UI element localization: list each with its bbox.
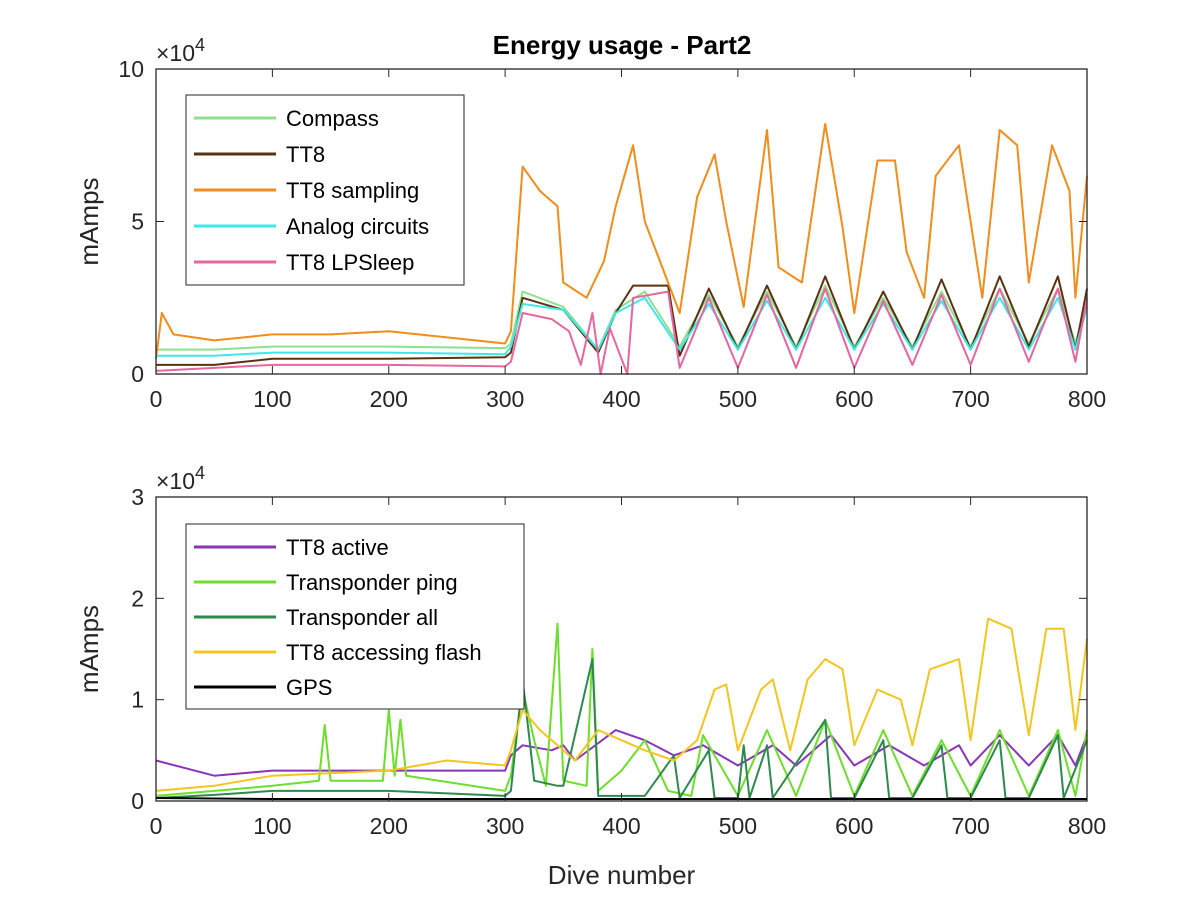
y-tick-label: 10	[118, 56, 144, 82]
x-axis-label: Dive number	[548, 860, 696, 890]
legend-label-analog-circuits: Analog circuits	[286, 214, 429, 239]
x-tick-label: 700	[951, 386, 989, 412]
y-axis-label: mAmps	[74, 177, 104, 265]
x-tick-label: 0	[150, 386, 163, 412]
y-tick-label: 0	[131, 361, 144, 387]
legend-label-transponder-all: Transponder all	[286, 605, 438, 630]
x-tick-label: 100	[253, 813, 291, 839]
x-tick-label: 200	[370, 386, 408, 412]
y-axis-label: mAmps	[74, 605, 104, 693]
legend-label-tt8-accessing-flash: TT8 accessing flash	[286, 640, 482, 665]
x-tick-label: 600	[835, 813, 873, 839]
y-tick-label: 5	[131, 209, 144, 235]
legend-label-gps: GPS	[286, 675, 332, 700]
legend-label-transponder-ping: Transponder ping	[286, 570, 458, 595]
bottom-panel: 0 100 200 300 400 500 600 700 800 0 1 2 3 ×104 mAmps Di…	[74, 463, 1106, 890]
series-line-tt8-sampling	[155, 122, 1088, 359]
y-exponent-label: ×104	[156, 35, 205, 66]
series-line-tt8	[156, 275, 1088, 366]
series-line-tt8-lpsleep	[155, 287, 1088, 375]
legend-label-tt8-active: TT8 active	[286, 535, 389, 560]
x-tick-label: 800	[1068, 813, 1106, 839]
legend-label-compass: Compass	[286, 106, 379, 131]
x-tick-label: 200	[370, 813, 408, 839]
x-tick-label: 100	[253, 386, 291, 412]
top-panel: 0 100 200 300 400 500 600 700 800 0 5 10 ×104 mAmps Co…	[74, 35, 1106, 412]
y-exponent-label: ×104	[156, 463, 205, 494]
y-tick-label: 3	[131, 484, 144, 510]
series-line-tt8-active	[155, 729, 1088, 777]
x-tick-label: 400	[602, 813, 640, 839]
x-tick-label: 500	[719, 813, 757, 839]
legend-label-tt8-sampling: TT8 sampling	[286, 178, 419, 203]
y-tick-label: 1	[131, 687, 144, 713]
legend: TT8 active Transponder ping Transponder al…	[185, 523, 525, 710]
x-tick-label: 700	[951, 813, 989, 839]
x-tick-label: 500	[719, 386, 757, 412]
x-tick-label: 400	[602, 386, 640, 412]
x-tick-label: 300	[486, 813, 524, 839]
series-line-compass	[156, 284, 1088, 351]
series-line-tt8-accessing-flash	[155, 617, 1088, 792]
legend-label-tt8: TT8	[286, 142, 325, 167]
x-tick-label: 600	[835, 386, 873, 412]
y-tick-label: 0	[131, 788, 144, 814]
chart-title: Energy usage - Part2	[493, 30, 752, 60]
x-tick-label: 300	[486, 386, 524, 412]
x-tick-label: 0	[150, 813, 163, 839]
y-tick-label: 2	[131, 585, 144, 611]
legend: Compass TT8 TT8 sampling Analog circuits TT8…	[185, 94, 465, 286]
x-tick-label: 800	[1068, 386, 1106, 412]
legend-label-tt8-lpsleep: TT8 LPSleep	[286, 250, 414, 275]
